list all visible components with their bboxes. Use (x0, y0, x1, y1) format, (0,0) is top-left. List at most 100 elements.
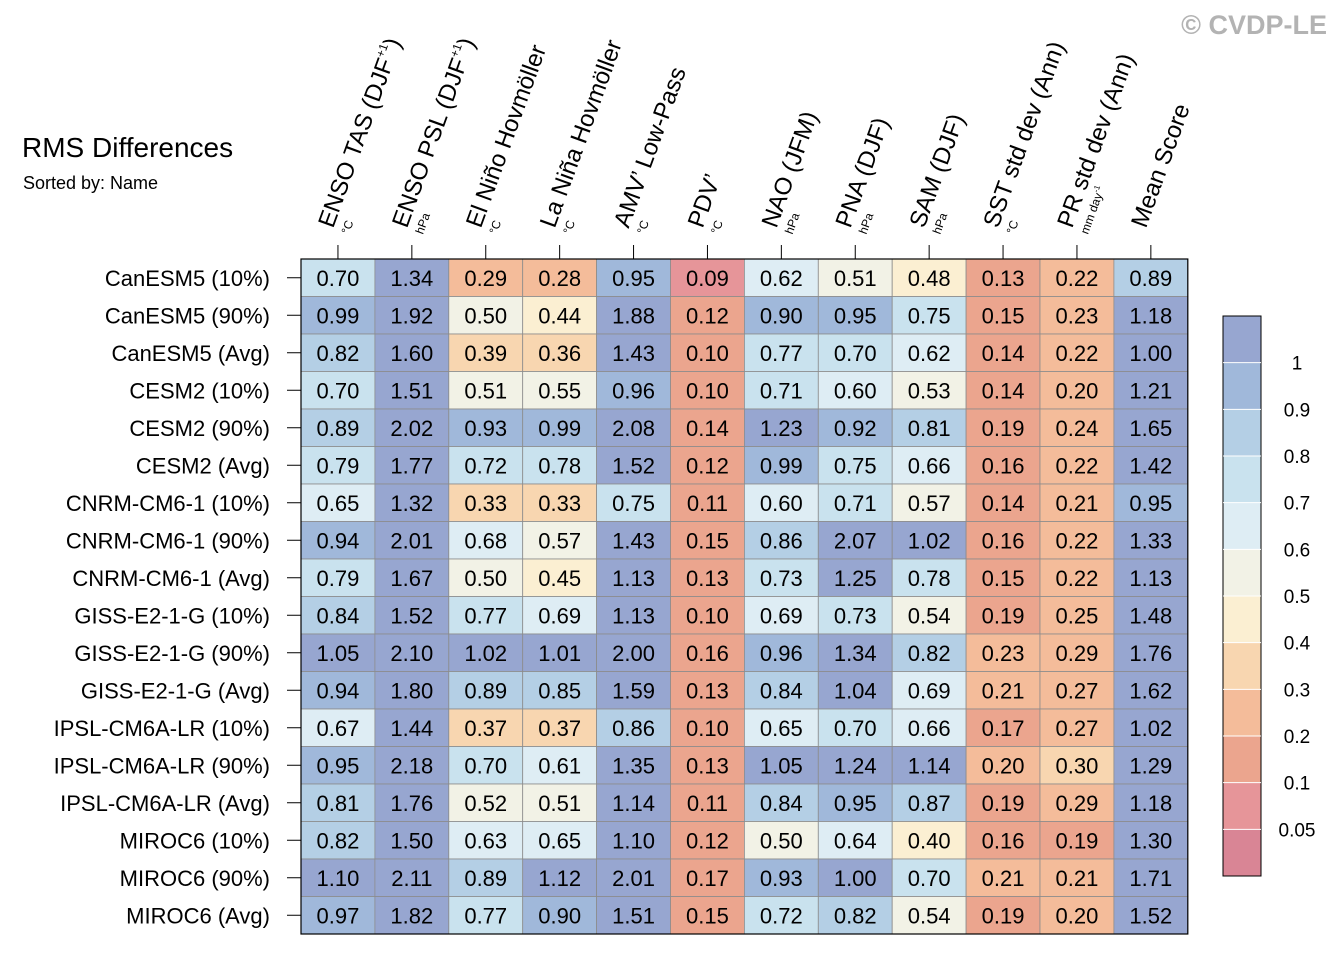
cell-value: 0.17 (982, 716, 1025, 741)
heatmap-cell (1039, 858, 1115, 897)
watermark: © CVDP-LE (1181, 10, 1327, 40)
cell-value: 0.16 (686, 641, 729, 666)
cell-value: 0.84 (317, 603, 360, 628)
cell-value: 0.95 (317, 753, 360, 778)
heatmap-cell (744, 483, 819, 522)
cell-value: 0.89 (464, 866, 507, 891)
cell-value: 0.21 (982, 866, 1025, 891)
heatmap-cell (891, 446, 967, 485)
heatmap-cell (448, 708, 524, 747)
cell-value: 0.95 (1129, 491, 1172, 516)
cell-value: 0.23 (1056, 303, 1099, 328)
cell-value: 1.51 (390, 378, 433, 403)
heatmap-cell (374, 483, 450, 522)
column-header: PNA (DJF)hPa (831, 114, 896, 236)
column-label-text: El Niño Hovmöller (461, 41, 552, 231)
cell-value: 0.24 (1056, 416, 1099, 441)
column-unit-sup: -1 (1091, 183, 1102, 193)
cell-value: 0.68 (464, 528, 507, 553)
cell-value: 0.75 (908, 303, 951, 328)
colorbar-tick-label: 0.4 (1284, 634, 1311, 655)
heatmap-cell (891, 483, 967, 522)
heatmap-cell (817, 821, 893, 860)
heatmap-cell (522, 596, 598, 635)
cell-value: 0.96 (612, 378, 655, 403)
heatmap-cell (522, 708, 598, 747)
heatmap-cell (891, 821, 967, 860)
cell-value: 0.15 (686, 528, 729, 553)
heatmap-cell (965, 708, 1041, 747)
cell-value: 1.71 (1129, 866, 1172, 891)
cell-value: 0.54 (908, 903, 951, 928)
cell-value: 0.22 (1056, 341, 1099, 366)
chart-subtitle: Sorted by: Name (23, 173, 158, 193)
cell-value: 0.48 (908, 266, 951, 291)
heatmap-cell (1113, 708, 1189, 747)
column-unit: °C (486, 218, 504, 236)
cell-value: 0.16 (982, 528, 1025, 553)
heatmap-cell (1039, 333, 1115, 372)
cell-value: 1.76 (1129, 641, 1172, 666)
heatmap-cell (374, 821, 450, 860)
cell-value: 0.13 (982, 266, 1025, 291)
colorbar-tick-label: 0.6 (1284, 540, 1310, 561)
column-unit-text: hPa (782, 211, 803, 236)
column-unit-text: °C (339, 218, 357, 236)
cell-value: 0.25 (1056, 603, 1099, 628)
cell-value: 0.10 (686, 716, 729, 741)
cell-value: 1.13 (612, 566, 655, 591)
heatmap-cell (1113, 408, 1189, 447)
cell-value: 0.13 (686, 678, 729, 703)
row-label: CanESM5 (Avg) (111, 341, 270, 366)
heatmap-cell (1113, 858, 1189, 897)
heatmap-cell (965, 858, 1041, 897)
cell-value: 0.09 (686, 266, 729, 291)
heatmap-cell (596, 558, 671, 597)
heatmap-cell (596, 446, 671, 485)
heatmap-cell (522, 333, 598, 372)
heatmap-cell (1113, 296, 1189, 335)
cell-value: 1.32 (390, 491, 433, 516)
heatmap-cell (374, 258, 450, 297)
cell-value: 0.99 (317, 303, 360, 328)
cell-value: 0.70 (834, 716, 877, 741)
colorbar-box (1223, 316, 1261, 363)
cell-value: 0.30 (1056, 753, 1099, 778)
column-label: SST std dev (Ann) (978, 38, 1070, 231)
column-label: ENSO PSL (DJF+1) (386, 34, 481, 231)
heatmap-cell (817, 596, 893, 635)
cell-value: 0.90 (760, 303, 803, 328)
cell-value: 0.93 (464, 416, 507, 441)
cell-value: 0.52 (464, 791, 507, 816)
heatmap-cell (1113, 483, 1189, 522)
heatmap-cell (448, 896, 524, 935)
column-unit: hPa (782, 211, 803, 236)
heatmap-cell (522, 858, 598, 897)
cell-value: 1.24 (834, 753, 877, 778)
cell-value: 0.51 (464, 378, 507, 403)
cell-value: 0.67 (317, 716, 360, 741)
cell-value: 0.69 (538, 603, 581, 628)
cell-value: 1.34 (834, 641, 877, 666)
heatmap-cell (522, 521, 598, 560)
cell-value: 0.62 (760, 266, 803, 291)
heatmap-cell (670, 446, 745, 485)
cell-value: 0.19 (1056, 828, 1099, 853)
heatmap-cell (1113, 371, 1189, 410)
heatmap-cell (891, 633, 967, 672)
heatmap-cell (374, 371, 450, 410)
heatmap-cell (891, 258, 967, 297)
colorbar-box (1223, 689, 1261, 736)
cell-value: 2.08 (612, 416, 655, 441)
cell-value: 0.65 (317, 491, 360, 516)
heatmap-cell (670, 483, 745, 522)
heatmap-cell (891, 671, 967, 710)
heatmap-cell (374, 708, 450, 747)
heatmap-cell (1039, 558, 1115, 597)
cell-value: 1.65 (1129, 416, 1172, 441)
cell-value: 1.52 (390, 603, 433, 628)
heatmap-cell (670, 671, 745, 710)
heatmap-cell (1113, 746, 1189, 785)
cell-value: 0.10 (686, 378, 729, 403)
